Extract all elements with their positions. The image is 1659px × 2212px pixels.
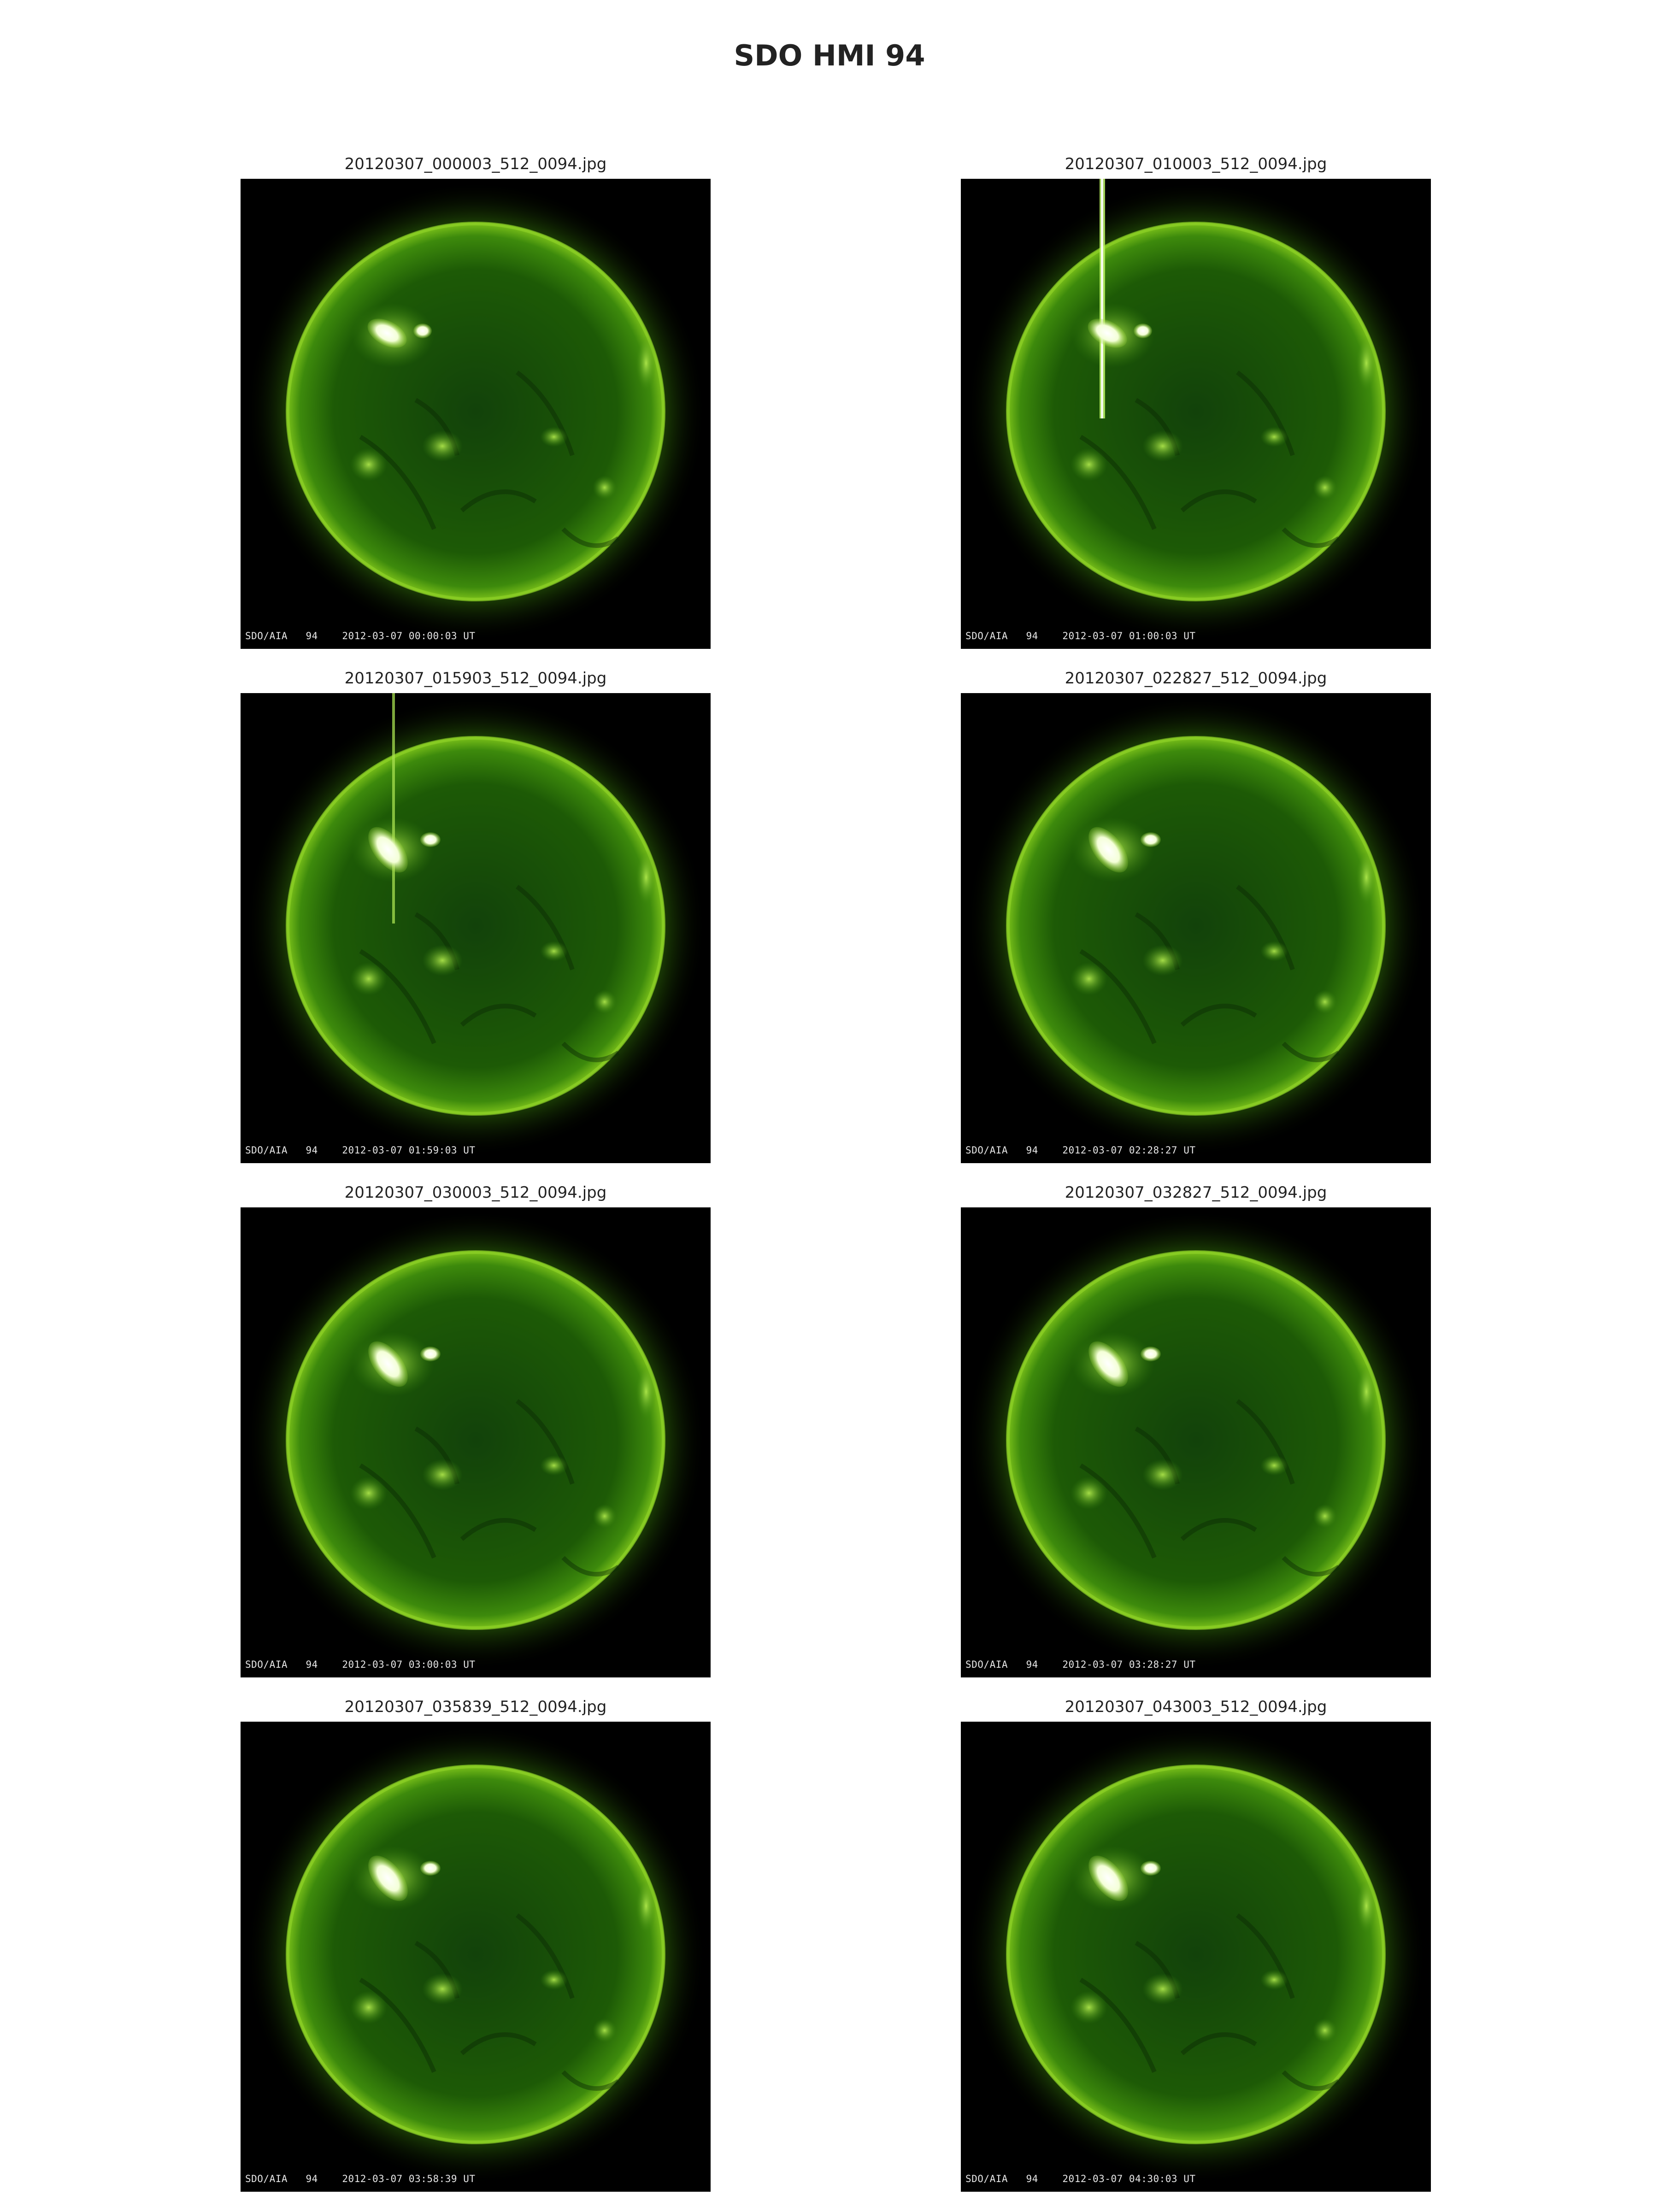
solar-image: SDO/AIA 94 2012-03-07 03:00:03 UT xyxy=(241,1207,711,1677)
sun-disk-graphic xyxy=(241,179,711,649)
sun-disk-graphic xyxy=(241,1207,711,1677)
solar-image: SDO/AIA 94 2012-03-07 01:00:03 UT xyxy=(961,179,1431,649)
image-panel: 20120307_022827_512_0094.jpg xyxy=(961,669,1431,1163)
sun-disk-graphic xyxy=(961,693,1431,1163)
solar-image: SDO/AIA 94 2012-03-07 03:58:39 UT xyxy=(241,1722,711,2192)
image-overlay-label: SDO/AIA 94 2012-03-07 02:28:27 UT xyxy=(965,1145,1195,1156)
image-panel: 20120307_030003_512_0094.jpg xyxy=(241,1183,711,1677)
overlay-timestamp: 2012-03-07 02:28:27 UT xyxy=(1062,1145,1196,1156)
overlay-timestamp: 2012-03-07 00:00:03 UT xyxy=(342,630,476,641)
panel-filename: 20120307_015903_512_0094.jpg xyxy=(344,669,607,688)
solar-image: SDO/AIA 94 2012-03-07 03:28:27 UT xyxy=(961,1207,1431,1677)
image-panel: 20120307_032827_512_0094.jpg xyxy=(961,1183,1431,1677)
overlay-instrument: SDO/AIA xyxy=(965,1145,1008,1156)
overlay-wavelength: 94 xyxy=(1026,1659,1038,1670)
image-overlay-label: SDO/AIA 94 2012-03-07 03:58:39 UT xyxy=(245,2173,475,2184)
overlay-wavelength: 94 xyxy=(1026,630,1038,641)
image-panel: 20120307_000003_512_0094.jpg xyxy=(241,155,711,649)
overlay-timestamp: 2012-03-07 01:59:03 UT xyxy=(342,1145,476,1156)
overlay-wavelength: 94 xyxy=(1026,2173,1038,2184)
overlay-wavelength: 94 xyxy=(306,2173,318,2184)
image-overlay-label: SDO/AIA 94 2012-03-07 03:28:27 UT xyxy=(965,1659,1195,1670)
sun-disk-graphic xyxy=(241,693,711,1163)
sun-disk-graphic xyxy=(961,1207,1431,1677)
overlay-wavelength: 94 xyxy=(1026,1145,1038,1156)
overlay-instrument: SDO/AIA xyxy=(965,630,1008,641)
solar-image: SDO/AIA 94 2012-03-07 04:30:03 UT xyxy=(961,1722,1431,2192)
image-overlay-label: SDO/AIA 94 2012-03-07 00:00:03 UT xyxy=(245,630,475,641)
image-overlay-label: SDO/AIA 94 2012-03-07 01:00:03 UT xyxy=(965,630,1195,641)
overlay-timestamp: 2012-03-07 03:28:27 UT xyxy=(1062,1659,1196,1670)
image-overlay-label: SDO/AIA 94 2012-03-07 04:30:03 UT xyxy=(965,2173,1195,2184)
solar-image: SDO/AIA 94 2012-03-07 00:00:03 UT xyxy=(241,179,711,649)
solar-image: SDO/AIA 94 2012-03-07 01:59:03 UT xyxy=(241,693,711,1163)
sun-disk-graphic xyxy=(961,1722,1431,2192)
panel-filename: 20120307_022827_512_0094.jpg xyxy=(1065,669,1327,688)
image-overlay-label: SDO/AIA 94 2012-03-07 01:59:03 UT xyxy=(245,1145,475,1156)
overlay-wavelength: 94 xyxy=(306,630,318,641)
overlay-instrument: SDO/AIA xyxy=(245,1659,288,1670)
overlay-instrument: SDO/AIA xyxy=(245,630,288,641)
overlay-instrument: SDO/AIA xyxy=(965,1659,1008,1670)
overlay-wavelength: 94 xyxy=(306,1659,318,1670)
panel-filename: 20120307_000003_512_0094.jpg xyxy=(344,155,607,173)
overlay-timestamp: 2012-03-07 01:00:03 UT xyxy=(1062,630,1196,641)
page-title: SDO HMI 94 xyxy=(734,39,925,72)
image-panel: 20120307_043003_512_0094.jpg xyxy=(961,1698,1431,2192)
panel-filename: 20120307_032827_512_0094.jpg xyxy=(1065,1183,1327,1202)
solar-image: SDO/AIA 94 2012-03-07 02:28:27 UT xyxy=(961,693,1431,1163)
panel-filename: 20120307_010003_512_0094.jpg xyxy=(1065,155,1327,173)
overlay-instrument: SDO/AIA xyxy=(245,2173,288,2184)
panel-filename: 20120307_030003_512_0094.jpg xyxy=(344,1183,607,1202)
overlay-instrument: SDO/AIA xyxy=(965,2173,1008,2184)
image-panel: 20120307_010003_512_0094.jpg xyxy=(961,155,1431,649)
sun-disk-graphic xyxy=(241,1722,711,2192)
image-panel: 20120307_015903_512_0094.jpg xyxy=(241,669,711,1163)
overlay-timestamp: 2012-03-07 03:58:39 UT xyxy=(342,2173,476,2184)
panel-filename: 20120307_043003_512_0094.jpg xyxy=(1065,1698,1327,1716)
image-panel: 20120307_035839_512_0094.jpg xyxy=(241,1698,711,2192)
image-overlay-label: SDO/AIA 94 2012-03-07 03:00:03 UT xyxy=(245,1659,475,1670)
overlay-timestamp: 2012-03-07 04:30:03 UT xyxy=(1062,2173,1196,2184)
overlay-timestamp: 2012-03-07 03:00:03 UT xyxy=(342,1659,476,1670)
sun-disk-graphic xyxy=(961,179,1431,649)
panel-filename: 20120307_035839_512_0094.jpg xyxy=(344,1698,607,1716)
overlay-wavelength: 94 xyxy=(306,1145,318,1156)
overlay-instrument: SDO/AIA xyxy=(245,1145,288,1156)
